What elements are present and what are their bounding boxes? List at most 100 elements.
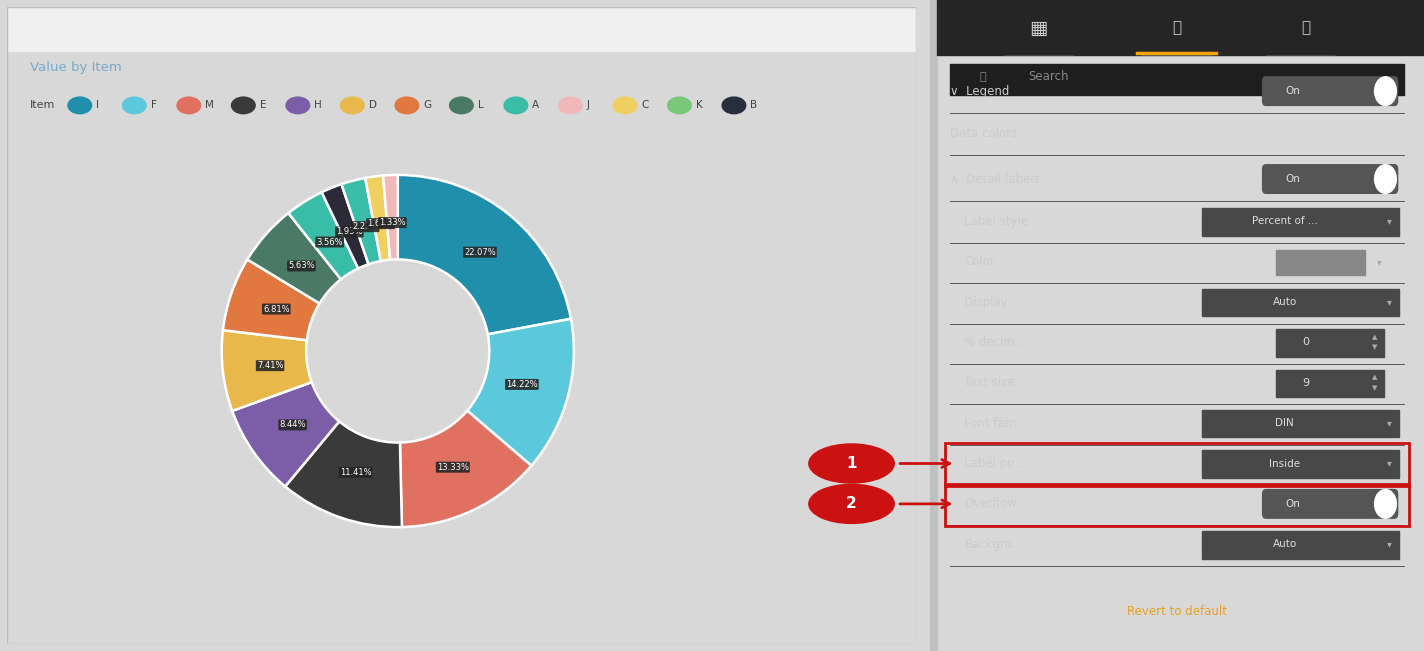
Text: ▾: ▾ [1387,458,1391,469]
Text: Label po...: Label po... [964,457,1025,470]
Text: Revert to default: Revert to default [1126,605,1227,618]
Bar [7,7,916,51]
Circle shape [504,97,528,114]
Wedge shape [365,176,390,261]
Circle shape [809,484,894,523]
Circle shape [177,97,201,114]
Text: On: On [1286,174,1300,184]
Text: D: D [369,100,377,111]
Text: Percent of ...: Percent of ... [1252,216,1317,227]
Text: ▾: ▾ [1387,297,1391,307]
Text: 11.41%: 11.41% [340,468,372,477]
Text: Overflow...: Overflow... [964,497,1027,510]
FancyArrowPatch shape [900,500,950,508]
Circle shape [558,97,582,114]
Text: 🔘: 🔘 [1302,20,1310,36]
Bar [1202,208,1400,236]
Wedge shape [232,382,339,486]
Text: 14.22%: 14.22% [506,380,538,389]
Circle shape [1374,77,1397,105]
Text: 8.44%: 8.44% [279,421,306,430]
Bar [1202,531,1400,559]
Text: J: J [587,100,590,111]
Wedge shape [400,411,531,527]
Text: 6.81%: 6.81% [263,305,289,314]
Bar [1276,250,1364,275]
Bar [1276,329,1384,357]
Circle shape [809,444,894,483]
Circle shape [668,97,691,114]
FancyBboxPatch shape [1262,164,1398,194]
Text: DIN: DIN [1276,418,1294,428]
Text: 1.33%: 1.33% [379,218,406,227]
Text: ∧  Detail labels: ∧ Detail labels [950,173,1040,186]
Circle shape [122,97,147,114]
Text: Search: Search [1028,70,1069,83]
Text: On: On [1286,86,1300,96]
Bar [944,443,1410,486]
Text: 1.93%: 1.93% [336,227,363,236]
Text: ▾: ▾ [1387,418,1391,428]
FancyBboxPatch shape [1262,76,1398,106]
Wedge shape [224,260,319,340]
Text: 13.33%: 13.33% [437,463,468,472]
Text: ▼: ▼ [1371,385,1377,391]
Text: % decim...: % decim... [964,336,1027,349]
Text: Inside: Inside [1269,458,1300,469]
Wedge shape [467,319,574,465]
Text: Backgro...: Backgro... [964,538,1024,551]
Text: A: A [533,100,540,111]
Text: 🔍: 🔍 [980,72,985,82]
Wedge shape [289,192,359,279]
Text: K: K [696,100,702,111]
Text: I: I [97,100,100,111]
Text: ▾: ▾ [1377,256,1381,267]
Text: C: C [641,100,649,111]
Circle shape [340,97,365,114]
Text: On: On [1286,499,1300,509]
Text: 7.41%: 7.41% [256,361,283,370]
Bar [944,484,1410,526]
Circle shape [68,97,91,114]
Text: 1.63%: 1.63% [367,219,394,228]
Text: H: H [315,100,322,111]
Circle shape [614,97,637,114]
Bar [950,64,1404,95]
Text: M: M [205,100,214,111]
Circle shape [394,97,419,114]
Text: Color: Color [964,255,995,268]
Text: ▾: ▾ [1387,539,1391,549]
Text: Display ...: Display ... [964,296,1024,309]
Text: ▼: ▼ [1371,344,1377,351]
Text: E: E [259,100,266,111]
Text: 2.22%: 2.22% [352,222,379,231]
Wedge shape [222,330,312,411]
Text: G: G [423,100,431,111]
Text: L: L [477,100,484,111]
Wedge shape [248,213,340,303]
Text: F: F [151,100,157,111]
Text: Item: Item [30,100,56,111]
Text: Auto: Auto [1273,539,1297,549]
Bar [1202,289,1400,316]
Text: Data colors: Data colors [950,127,1017,140]
FancyArrowPatch shape [900,460,950,467]
Wedge shape [322,184,369,268]
Circle shape [450,97,473,114]
Bar [1202,450,1400,478]
Bar [930,0,937,651]
Circle shape [722,97,746,114]
Bar [937,0,1424,55]
Text: 1: 1 [846,456,857,471]
Text: Font fam...: Font fam... [964,417,1028,430]
Text: Auto: Auto [1273,297,1297,307]
Bar [1202,410,1400,437]
Text: 2: 2 [846,496,857,512]
Text: B: B [750,100,758,111]
Wedge shape [383,175,397,260]
Text: Text size: Text size [964,376,1015,389]
Text: 0: 0 [1302,337,1309,348]
Text: ∨  Legend: ∨ Legend [950,85,1010,98]
Text: ▲: ▲ [1371,334,1377,340]
Text: 🖊: 🖊 [1172,20,1182,36]
